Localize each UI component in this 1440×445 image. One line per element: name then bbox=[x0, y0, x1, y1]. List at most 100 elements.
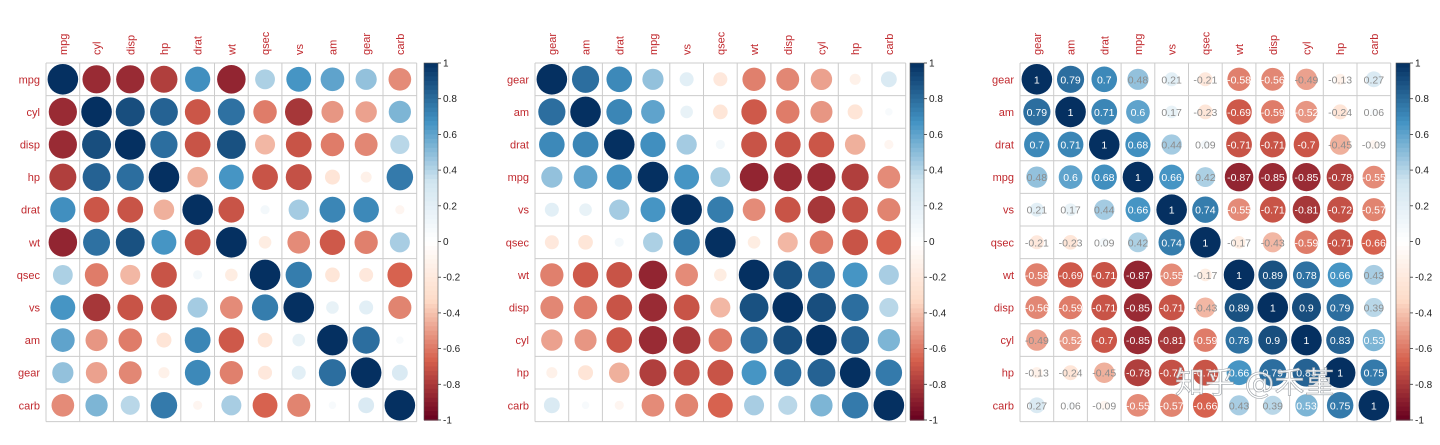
colorbar-segment bbox=[424, 250, 438, 256]
colorbar-segment bbox=[910, 147, 924, 153]
corr-circle-hp-gear bbox=[360, 171, 372, 183]
corr-circle-carb-cyl bbox=[1295, 394, 1318, 417]
colorbar-segment bbox=[1396, 259, 1410, 265]
row-label-cyl: cyl bbox=[516, 335, 529, 347]
corr-circle-vs-hp bbox=[150, 294, 177, 321]
colorbar-tick-label: -0.6 bbox=[1415, 344, 1433, 355]
corr-circle-am-gear bbox=[538, 98, 566, 126]
colorbar-tick-label: -0.4 bbox=[443, 308, 461, 319]
corr-circle-drat-carb bbox=[1369, 139, 1379, 150]
corr-value-label: -0.71 bbox=[1328, 237, 1352, 249]
corr-circle-drat-vs bbox=[288, 199, 309, 220]
corr-value-label: 0.42 bbox=[1128, 237, 1149, 249]
corr-circle-hp-am bbox=[578, 365, 594, 381]
corr-circle-vs-gear bbox=[1029, 202, 1044, 217]
corr-circle-disp-disp bbox=[114, 129, 146, 160]
corr-circle-gear-carb bbox=[1365, 71, 1382, 88]
row-label-vs: vs bbox=[1003, 205, 1015, 217]
corr-circle-qsec-gear bbox=[359, 267, 374, 282]
corr-circle-wt-carb bbox=[389, 232, 410, 253]
colorbar-segment bbox=[910, 415, 924, 421]
colorbar-segment bbox=[424, 366, 438, 372]
colorbar-segment bbox=[424, 321, 438, 327]
corr-circle-gear-drat bbox=[184, 359, 211, 386]
corr-value-label: -0.71 bbox=[1193, 368, 1217, 380]
corr-circle-qsec-cyl bbox=[809, 230, 834, 255]
corr-circle-gear-qsec bbox=[1198, 72, 1213, 87]
corr-value-label: -0.56 bbox=[1025, 303, 1049, 315]
corr-value-label: -0.69 bbox=[1227, 107, 1251, 119]
corr-circle-mpg-carb bbox=[1362, 165, 1386, 189]
colorbar-segment bbox=[910, 317, 924, 323]
corr-circle-vs-mpg bbox=[50, 295, 76, 320]
corr-circle-gear-am bbox=[318, 359, 347, 387]
colorbar-segment bbox=[424, 121, 438, 127]
colorbar-segment bbox=[424, 326, 438, 332]
corr-circle-vs-am bbox=[1064, 203, 1077, 217]
corr-circle-gear-disp bbox=[776, 67, 800, 91]
corr-circle-wt-carb bbox=[878, 264, 899, 285]
row-label-hp: hp bbox=[28, 172, 40, 184]
colorbar-segment bbox=[424, 388, 438, 394]
colorbar-tick-label: 1 bbox=[929, 59, 935, 70]
corr-value-label: 1 bbox=[1202, 237, 1208, 249]
corr-circle-carb-disp bbox=[120, 395, 140, 415]
colorbar-segment bbox=[1396, 201, 1410, 207]
corr-circle-cyl-am bbox=[574, 329, 597, 352]
colorbar-segment bbox=[910, 241, 924, 247]
corr-circle-am-cyl bbox=[1295, 100, 1318, 123]
corr-circle-disp-drat bbox=[606, 294, 633, 321]
colorbar-segment bbox=[424, 361, 438, 368]
corr-circle-hp-wt bbox=[1226, 360, 1252, 386]
corr-value-label: -0.7 bbox=[1095, 335, 1113, 347]
corr-value-label: 0.6 bbox=[1131, 107, 1146, 119]
colorbar-segment bbox=[910, 312, 924, 318]
corr-value-label: -0.57 bbox=[1362, 205, 1386, 217]
row-label-drat: drat bbox=[21, 205, 40, 217]
colorbar-tick-label: -0.2 bbox=[929, 273, 947, 284]
corr-circle-hp-drat bbox=[1093, 362, 1115, 383]
colorbar-tick-label: -1 bbox=[929, 416, 938, 427]
corr-circle-mpg-qsec bbox=[255, 69, 275, 90]
colorbar-segment bbox=[910, 259, 924, 265]
colorbar-segment bbox=[424, 112, 438, 118]
colorbar-segment bbox=[910, 245, 924, 252]
corr-circle-mpg-mpg bbox=[47, 64, 79, 95]
column-label-cyl: cyl bbox=[92, 42, 104, 55]
colorbar-segment bbox=[424, 241, 438, 247]
corr-circle-wt-carb bbox=[1363, 264, 1384, 285]
column-label-mpg: mpg bbox=[58, 34, 70, 55]
colorbar-segment bbox=[910, 321, 924, 327]
corr-circle-wt-disp bbox=[773, 260, 803, 290]
row-label-drat: drat bbox=[995, 140, 1014, 152]
corr-value-label: 0.71 bbox=[1060, 140, 1081, 152]
corr-value-label: -0.81 bbox=[1294, 205, 1318, 217]
corr-value-label: 0.27 bbox=[1364, 74, 1385, 86]
colorbar-segment bbox=[424, 357, 438, 363]
colorbar-segment bbox=[424, 245, 438, 252]
corr-circle-cyl-disp bbox=[115, 97, 145, 127]
corr-circle-cyl-drat bbox=[606, 327, 633, 353]
corr-circle-carb-qsec bbox=[707, 392, 733, 418]
colorbar-segment bbox=[424, 375, 438, 381]
corr-value-label: 0.79 bbox=[1330, 303, 1351, 315]
colorbar-segment bbox=[910, 94, 924, 100]
column-label-disp: disp bbox=[125, 35, 137, 55]
corr-circle-mpg-carb bbox=[877, 165, 901, 189]
corr-circle-disp-gear bbox=[354, 133, 378, 156]
colorbar-segment bbox=[910, 402, 924, 408]
corr-circle-disp-wt bbox=[739, 293, 769, 322]
corr-circle-am-mpg bbox=[641, 100, 665, 124]
corr-value-label: -0.66 bbox=[1193, 400, 1217, 412]
corr-circle-vs-gear bbox=[359, 300, 374, 315]
colorbar-tick-label: 0.8 bbox=[1415, 94, 1429, 105]
corrplot-panel-hclust-order: gear am drat mpg vs qsec wt disp cyl hp carb gear am… bbox=[506, 31, 947, 426]
corr-value-label: -0.52 bbox=[1059, 335, 1083, 347]
corr-circle-vs-drat bbox=[1094, 199, 1115, 220]
colorbar-segment bbox=[910, 348, 924, 354]
corr-circle-gear-mpg bbox=[52, 362, 74, 384]
corr-circle-mpg-qsec bbox=[1195, 167, 1216, 188]
colorbar-segment bbox=[910, 295, 924, 301]
colorbar-segment bbox=[910, 183, 924, 189]
corr-circle-drat-qsec bbox=[1200, 139, 1210, 150]
